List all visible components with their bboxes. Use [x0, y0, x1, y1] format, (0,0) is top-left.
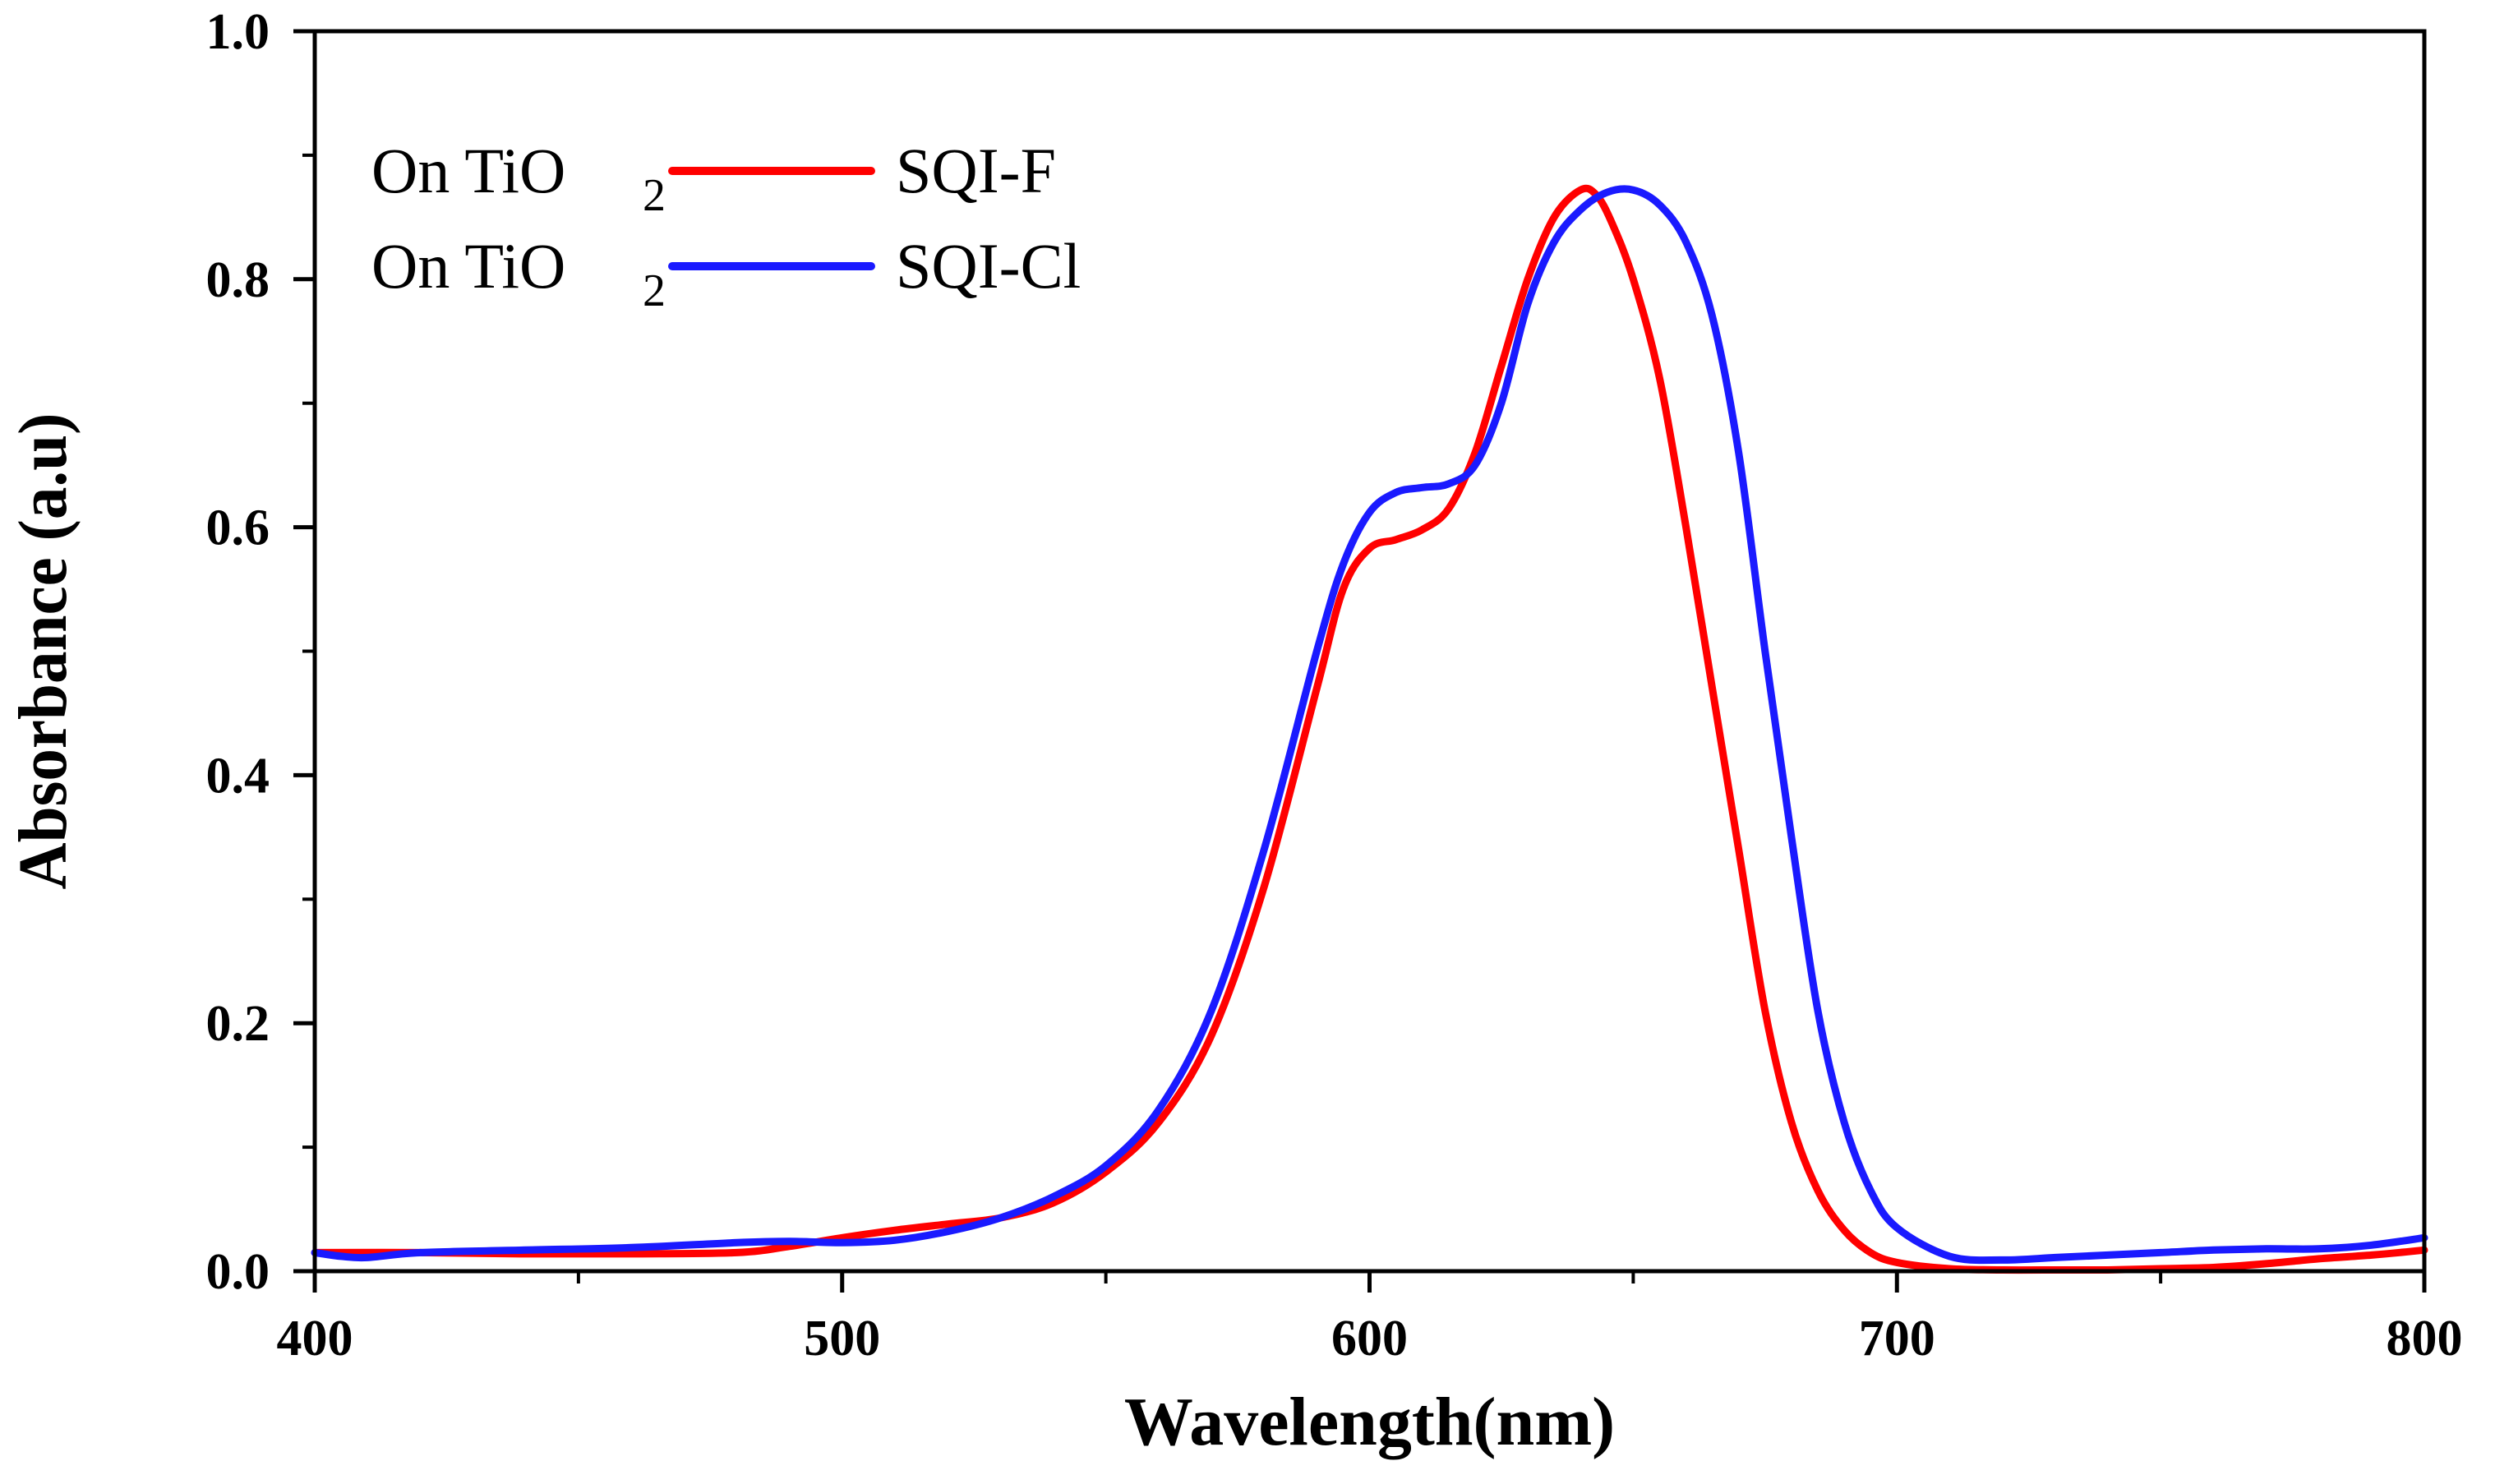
x-tick-label: 500 [804, 1311, 880, 1366]
series-line-sqi-f [311, 184, 2428, 1274]
y-tick-label: 0.4 [206, 748, 270, 804]
legend-label-sqi-f: SQI-F [896, 135, 1056, 206]
legend-prefix: On TiO [371, 230, 565, 302]
y-axis-ticks: 0.0 0.2 0.4 0.6 0.8 1.0 [206, 4, 315, 1300]
x-tick-label: 600 [1331, 1311, 1408, 1366]
legend: On TiO 2 SQI-F On TiO 2 SQI-Cl [371, 135, 1081, 316]
y-tick-label: 0.6 [206, 500, 270, 556]
x-tick-label: 700 [1859, 1311, 1935, 1366]
y-tick-label: 0.8 [206, 252, 270, 308]
y-tick-label: 0.2 [206, 996, 270, 1052]
x-tick-label: 800 [2387, 1311, 2463, 1366]
series-layer [311, 184, 2428, 1274]
legend-prefix: On TiO [371, 135, 565, 206]
legend-subscript: 2 [643, 170, 666, 221]
y-axis-title: Absorbance (a.u) [5, 413, 81, 890]
y-tick-label: 0.0 [206, 1244, 270, 1300]
x-axis-ticks: 400 500 600 700 800 [277, 1271, 2463, 1366]
legend-subscript: 2 [643, 265, 666, 316]
x-tick-label: 400 [277, 1311, 353, 1366]
plot-area-frame [312, 29, 2427, 1274]
legend-label-sqi-cl: SQI-Cl [896, 230, 1081, 302]
x-axis-title: Wavelength(nm) [1124, 1384, 1615, 1460]
series-line-sqi-cl [311, 185, 2428, 1265]
y-tick-label: 1.0 [206, 4, 270, 60]
